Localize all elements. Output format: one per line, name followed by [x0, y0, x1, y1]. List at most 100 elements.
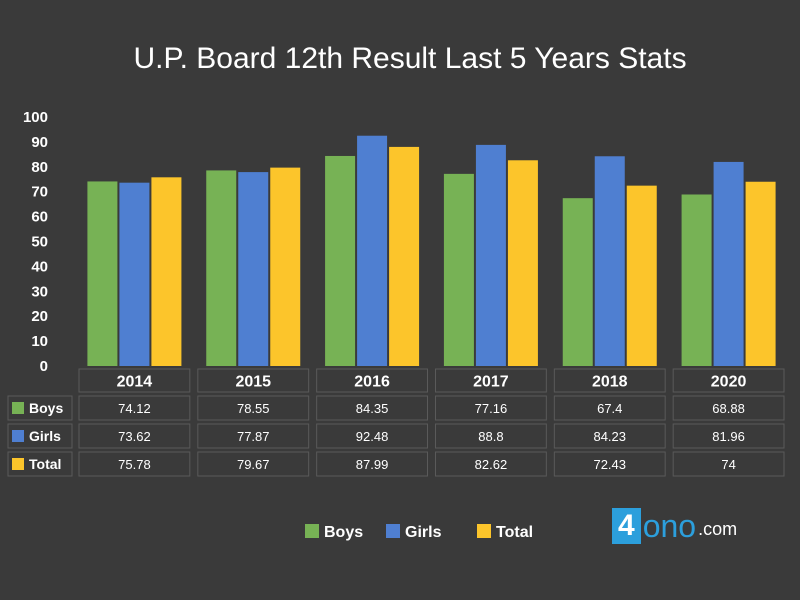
chart-title: U.P. Board 12th Result Last 5 Years Stat… [133, 42, 686, 75]
data-table: 2014 2015 2016 2017 2018 2020 Boys 74.12 78.55 84… [7, 368, 785, 477]
legend-label-total: Total [496, 524, 533, 541]
table-row-label-box [7, 395, 73, 421]
bar-total-2014 [151, 177, 182, 366]
table-header-2014: 2014 [117, 374, 153, 391]
table-value-girls-2014: 73.62 [118, 429, 151, 444]
legend-key-total [477, 524, 491, 538]
bar-boys-2015 [206, 170, 237, 366]
bar-total-2015 [270, 167, 301, 366]
y-tick-label: 50 [31, 234, 48, 251]
table-header-2018: 2018 [592, 374, 628, 391]
bar-boys-2014 [87, 181, 118, 366]
table-value-total-2017: 82.62 [475, 457, 508, 472]
bar-girls-2017 [475, 144, 506, 366]
table-cell [316, 395, 428, 421]
table-row-label-box [7, 423, 73, 449]
bar-total-2018 [626, 185, 657, 366]
table-header-cell [672, 368, 785, 393]
table-value-total-2015: 79.67 [237, 457, 270, 472]
table-value-girls-2018: 84.23 [593, 429, 626, 444]
y-tick-label: 20 [31, 308, 48, 325]
y-tick-label: 40 [31, 258, 48, 275]
table-header-cell [553, 368, 666, 393]
y-axis: 0 10 20 30 40 50 60 70 80 90 100 [23, 109, 48, 375]
table-value-boys-2018: 67.4 [597, 401, 622, 416]
table-cell [672, 451, 785, 477]
table-cell [435, 423, 547, 449]
table-header-2016: 2016 [354, 374, 390, 391]
table-cell [78, 395, 191, 421]
table-value-girls-2020: 81.96 [712, 429, 745, 444]
bar-total-2017 [507, 160, 538, 366]
bar-total-2020 [745, 181, 776, 366]
bar-boys-2017 [443, 173, 474, 366]
y-tick-label: 30 [31, 283, 48, 300]
logo-prefix: 4 [612, 508, 641, 544]
table-cell [553, 423, 666, 449]
table-cell [197, 395, 310, 421]
table-value-girls-2017: 88.8 [478, 429, 503, 444]
bar-boys-2016 [325, 155, 356, 366]
bar-total-2016 [389, 146, 420, 366]
table-cell [435, 451, 547, 477]
table-value-boys-2016: 84.35 [356, 401, 389, 416]
table-cell [553, 395, 666, 421]
table-value-total-2016: 87.99 [356, 457, 389, 472]
legend-label-girls: Girls [405, 524, 442, 541]
y-tick-label: 0 [40, 358, 48, 375]
table-header-cell [78, 368, 191, 393]
bar-boys-2020 [681, 194, 712, 366]
legend-key-girls [386, 524, 400, 538]
table-cell [435, 395, 547, 421]
table-cell [553, 451, 666, 477]
table-legend-key-boys [12, 402, 24, 414]
table-header-cell [435, 368, 547, 393]
table-row-label-girls: Girls [29, 428, 61, 444]
brand-logo: 4 ono .com [612, 508, 737, 544]
table-cell [316, 423, 428, 449]
table-value-boys-2014: 74.12 [118, 401, 151, 416]
table-cell [78, 451, 191, 477]
bar-girls-2016 [357, 135, 388, 366]
bar-girls-2015 [238, 172, 269, 366]
bar-girls-2020 [713, 161, 744, 366]
table-row-label-total: Total [29, 456, 61, 472]
table-header-cell [316, 368, 428, 393]
y-tick-label: 80 [31, 159, 48, 176]
logo-suffix: .com [698, 519, 738, 539]
table-cell [197, 451, 310, 477]
legend: Boys Girls Total [305, 524, 533, 541]
legend-label-boys: Boys [324, 524, 363, 541]
table-legend-key-girls [12, 430, 24, 442]
y-tick-label: 70 [31, 184, 48, 201]
y-tick-label: 10 [31, 333, 48, 350]
y-tick-label: 60 [31, 209, 48, 226]
bar-boys-2018 [562, 198, 593, 366]
table-value-boys-2017: 77.16 [475, 401, 508, 416]
legend-key-boys [305, 524, 319, 538]
table-header-2017: 2017 [473, 374, 509, 391]
table-value-total-2014: 75.78 [118, 457, 151, 472]
table-value-girls-2015: 77.87 [237, 429, 270, 444]
table-cell [672, 395, 785, 421]
logo-main: ono [642, 508, 697, 544]
table-header-2015: 2015 [235, 374, 271, 391]
table-value-total-2018: 72.43 [593, 457, 626, 472]
table-value-girls-2016: 92.48 [356, 429, 389, 444]
table-header-2020: 2020 [711, 374, 747, 391]
bar-girls-2018 [594, 156, 625, 366]
y-tick-label: 100 [23, 109, 48, 126]
table-cell [672, 423, 785, 449]
table-value-boys-2020: 68.88 [712, 401, 745, 416]
table-cell [78, 423, 191, 449]
table-value-boys-2015: 78.55 [237, 401, 270, 416]
table-row-label-boys: Boys [29, 400, 63, 416]
bars [87, 135, 776, 366]
table-cell [197, 423, 310, 449]
bar-girls-2014 [119, 182, 150, 366]
table-header-cell [197, 368, 310, 393]
table-value-total-2020: 74 [721, 457, 735, 472]
table-row-label-box [7, 451, 73, 477]
table-legend-key-total [12, 458, 24, 470]
